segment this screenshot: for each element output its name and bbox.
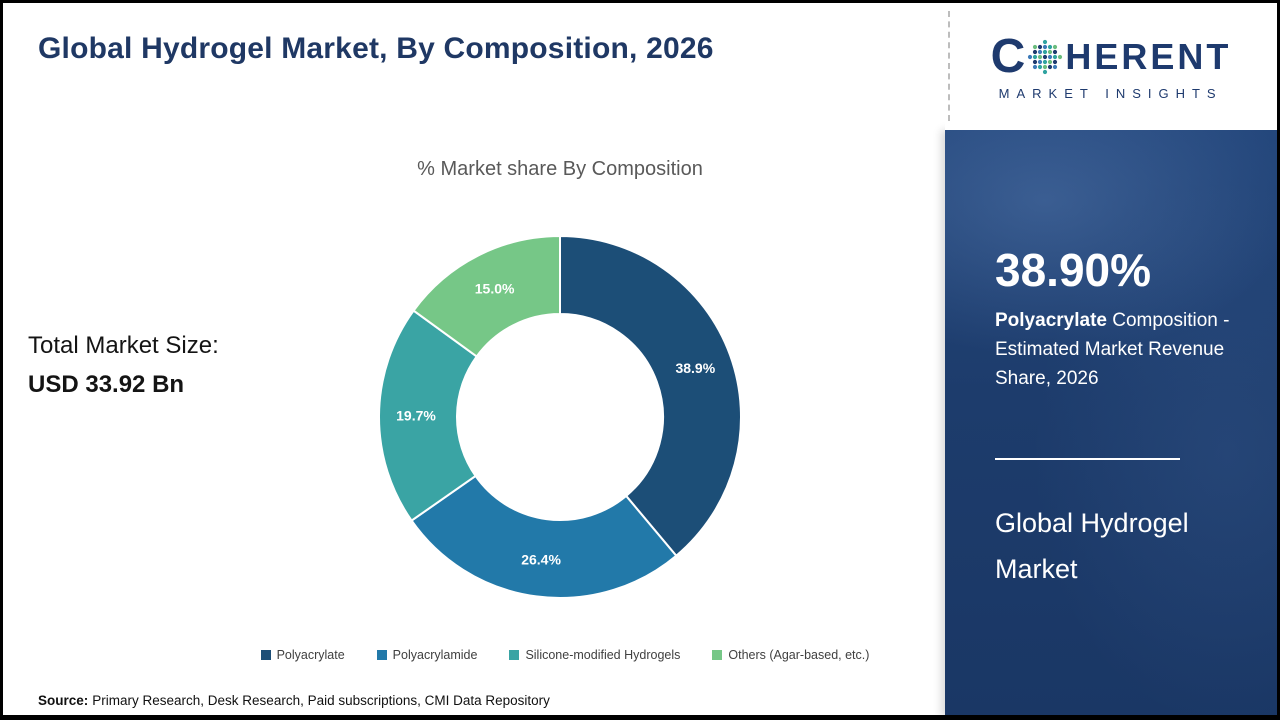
legend-swatch [260, 650, 271, 660]
total-market-value: USD 33.92 Bn [28, 371, 185, 398]
legend-label: Others (Agar-based, etc.) [728, 648, 870, 662]
slice-data-label: 15.0% [475, 281, 515, 297]
total-market-label: Total Market Size: [28, 332, 219, 359]
legend-item-polyacrylate: Polyacrylate [260, 648, 345, 662]
source-note: Source: Primary Research, Desk Research, … [38, 693, 550, 708]
slice-polyacrylate [559, 234, 742, 558]
slice-data-label: 19.7% [396, 408, 436, 424]
legend-item-silicone-modified-hydrogels: Silicone-modified Hydrogels [509, 648, 680, 662]
market-name: Global Hydrogel Market [995, 508, 1189, 584]
logo-word: HERENT [1065, 35, 1232, 77]
divider-line [995, 458, 1180, 460]
chart-legend: Polyacrylate Polyacrylamide Silicone-modif… [185, 648, 945, 662]
coherent-logo: C HERENT MARKET INSIGHTS [990, 29, 1232, 101]
legend-item-polyacrylamide: Polyacrylamide [376, 648, 478, 662]
donut-chart: 38.9% 26.4% 19.7% 15.0% [378, 234, 742, 599]
legend-swatch [712, 650, 723, 660]
legend-label: Silicone-modified Hydrogels [525, 648, 681, 662]
dashed-separator [948, 11, 950, 121]
source-label: Source: [38, 693, 89, 708]
slice-polyacrylamide [410, 474, 678, 599]
slice-data-label: 38.9% [675, 360, 715, 376]
page-title: Global Hydrogel Market, By Composition, … [38, 32, 714, 65]
highlight-panel: 38.90% Polyacrylate Composition - Estima… [945, 130, 1277, 717]
stat-description: Polyacrylate Composition - Estimated Mar… [995, 306, 1247, 393]
legend-item-others-agar-based-etc: Others (Agar-based, etc.) [712, 648, 869, 662]
globe-dots-icon [1028, 39, 1063, 74]
legend-label: Polyacrylate [276, 648, 345, 662]
slice-others-agar-based-etc [412, 234, 561, 358]
slice-data-label: 26.4% [521, 552, 561, 568]
stat-desc-bold: Polyacrylate [995, 310, 1107, 331]
brand-logo-area: C HERENT MARKET INSIGHTS [945, 3, 1277, 130]
logo-letter-c: C [990, 29, 1026, 83]
stat-desc-rest: Composition - Estimated Market Revenue S… [995, 310, 1230, 389]
stat-value: 38.90% [995, 244, 1152, 296]
total-market-size: Total Market Size: USD 33.92 Bn [28, 326, 219, 404]
chart-title: % Market share By Composition [417, 158, 703, 180]
legend-swatch [376, 650, 387, 660]
logo-wordmark: C HERENT [990, 29, 1232, 83]
source-text: Primary Research, Desk Research, Paid su… [92, 693, 550, 708]
logo-subtitle: MARKET INSIGHTS [998, 85, 1223, 101]
legend-label: Polyacrylamide [392, 648, 478, 662]
legend-swatch [509, 650, 520, 660]
